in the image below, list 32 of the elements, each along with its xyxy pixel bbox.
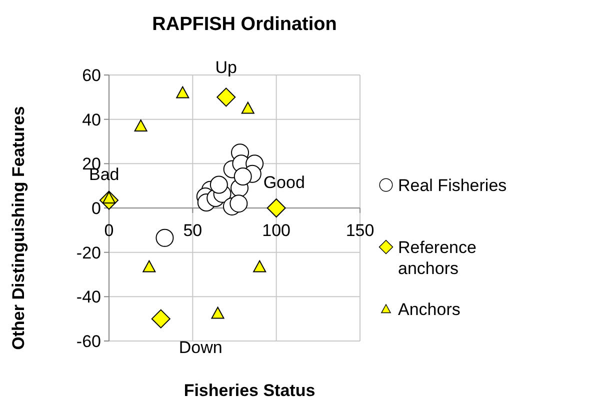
y-tick-label: 0 <box>92 198 101 218</box>
y-axis-title: Other Distinguishing Features <box>9 106 28 350</box>
point <box>230 194 248 213</box>
legend-label: Anchors <box>398 300 460 319</box>
point <box>234 168 252 186</box>
y-tick-label: -60 <box>76 332 101 351</box>
annotation: Up <box>215 58 237 78</box>
point <box>241 102 254 114</box>
point <box>210 176 228 194</box>
y-tick-label: 60 <box>82 66 101 85</box>
point <box>156 228 174 247</box>
x-tick-label: 50 <box>183 221 202 240</box>
point <box>216 88 236 107</box>
x-tick-label: 0 <box>104 221 114 240</box>
y-tick-label: 40 <box>82 110 101 130</box>
point <box>266 198 286 218</box>
annotation: Down <box>178 338 222 357</box>
point <box>253 260 266 272</box>
point <box>151 309 170 328</box>
x-tick-label: 150 <box>346 221 374 240</box>
y-tick-label: -40 <box>76 288 101 307</box>
point <box>176 86 190 98</box>
point <box>211 306 224 319</box>
y-tick-label: -20 <box>76 243 101 262</box>
legend-label: Reference anchors <box>398 238 476 278</box>
x-tick-label: 100 <box>262 221 291 240</box>
legend-label: Real Fisheries <box>398 176 507 195</box>
annotation: Good <box>263 173 305 192</box>
chart-title: RAPFISH Ordination <box>152 14 337 35</box>
point <box>142 260 156 272</box>
point <box>134 119 148 132</box>
x-axis-title: Fisheries Status <box>184 381 316 400</box>
